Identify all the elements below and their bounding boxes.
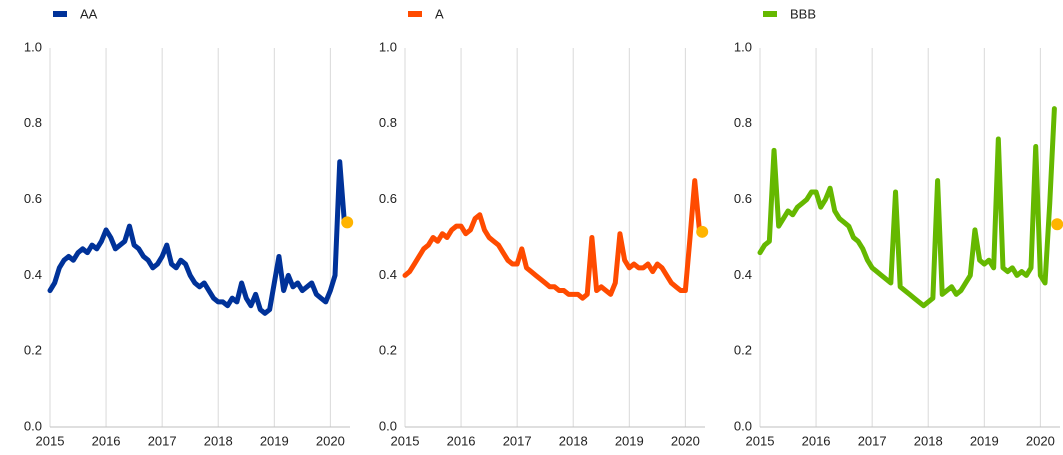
- y-tick-label: 0.0: [734, 418, 752, 433]
- x-tick-label: 2017: [503, 433, 532, 448]
- y-tick-label: 0.4: [734, 267, 752, 282]
- highlight-point: [341, 216, 354, 229]
- y-tick-label: 0.4: [379, 267, 397, 282]
- x-tick-label: 2016: [447, 433, 476, 448]
- series-line: [402, 178, 702, 301]
- x-tick-label: 2019: [615, 433, 644, 448]
- x-tick-label: 2018: [204, 433, 233, 448]
- x-tick-label: 2020: [1026, 433, 1055, 448]
- x-tick-label: 2016: [802, 433, 831, 448]
- y-tick-label: 0.0: [379, 418, 397, 433]
- series-line: [757, 106, 1057, 309]
- series-line: [47, 159, 347, 316]
- y-tick-label: 0.0: [24, 418, 42, 433]
- y-tick-label: 0.4: [24, 267, 42, 282]
- x-tick-label: 2015: [36, 433, 65, 448]
- y-tick-label: 0.2: [24, 343, 42, 358]
- y-tick-label: 0.2: [379, 343, 397, 358]
- x-tick-label: 2016: [92, 433, 121, 448]
- x-tick-label: 2015: [391, 433, 420, 448]
- x-tick-label: 2017: [858, 433, 887, 448]
- x-tick-label: 2020: [316, 433, 345, 448]
- legend-label: AA: [80, 6, 98, 21]
- y-tick-label: 0.8: [24, 115, 42, 130]
- y-tick-label: 0.6: [734, 191, 752, 206]
- x-tick-label: 2018: [914, 433, 943, 448]
- legend-label: A: [435, 6, 444, 21]
- x-tick-label: 2019: [970, 433, 999, 448]
- legend-label: BBB: [790, 6, 816, 21]
- legend-swatch: [53, 11, 67, 17]
- highlight-point: [696, 225, 709, 238]
- x-tick-label: 2019: [260, 433, 289, 448]
- x-tick-label: 2018: [559, 433, 588, 448]
- y-tick-label: 0.6: [24, 191, 42, 206]
- y-tick-label: 0.8: [379, 115, 397, 130]
- y-tick-label: 0.8: [734, 115, 752, 130]
- y-tick-label: 1.0: [24, 39, 42, 54]
- y-tick-label: 1.0: [734, 39, 752, 54]
- legend-swatch: [408, 11, 422, 17]
- x-tick-label: 2017: [148, 433, 177, 448]
- y-tick-label: 1.0: [379, 39, 397, 54]
- legend-swatch: [763, 11, 777, 17]
- y-tick-label: 0.2: [734, 343, 752, 358]
- x-tick-label: 2015: [746, 433, 775, 448]
- x-tick-label: 2020: [671, 433, 700, 448]
- highlight-point: [1051, 218, 1063, 231]
- y-tick-label: 0.6: [379, 191, 397, 206]
